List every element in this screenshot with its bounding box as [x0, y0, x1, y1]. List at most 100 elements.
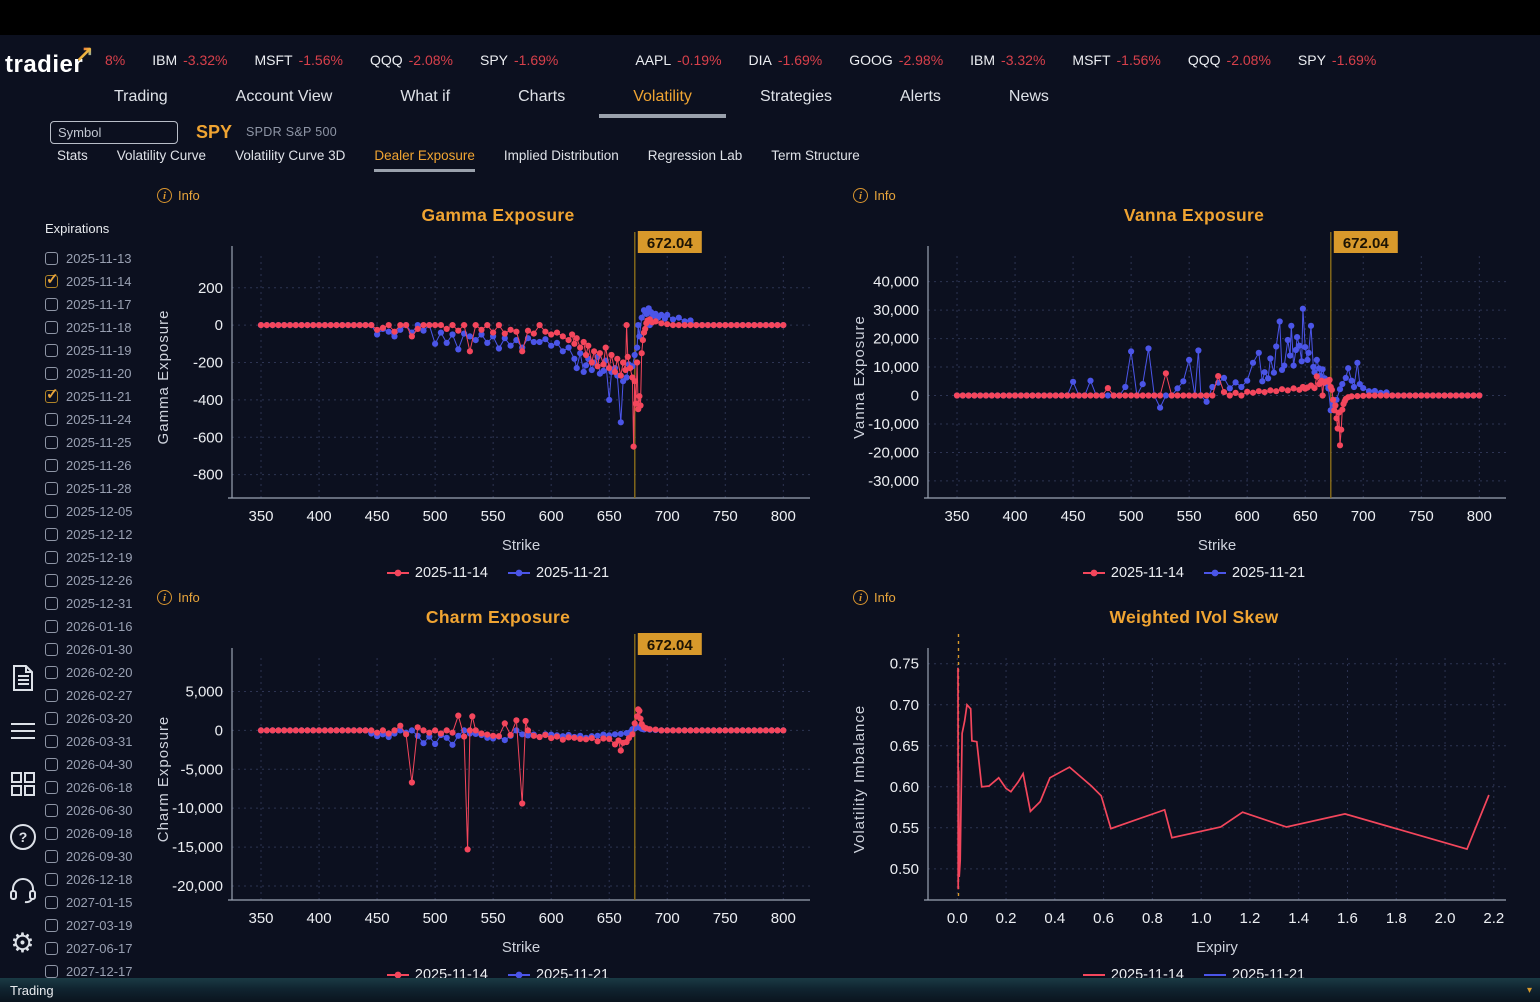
subtab-volatility-curve-3d[interactable]: Volatility Curve 3D — [235, 148, 346, 163]
subtab-dealer-exposure[interactable]: Dealer Exposure — [374, 148, 475, 172]
expiration-checkbox[interactable] — [45, 597, 58, 610]
expiration-checkbox[interactable] — [45, 850, 58, 863]
vanna-chart[interactable]: 350 400 450 500 550 600 650 700 750 800 40,000 30,0… — [848, 228, 1518, 560]
legend-marker-icon — [386, 569, 409, 576]
expiration-checkbox[interactable] — [45, 413, 58, 426]
svg-text:700: 700 — [1351, 508, 1376, 525]
settings-icon[interactable]: ⚙ — [8, 928, 38, 958]
gamma-info-button[interactable]: i Info — [157, 188, 200, 203]
expiration-checkbox[interactable] — [45, 505, 58, 518]
expiration-checkbox[interactable] — [45, 298, 58, 311]
svg-text:0.0: 0.0 — [947, 910, 968, 927]
ticker-symbol: MSFT — [1072, 52, 1111, 68]
expiration-checkbox[interactable] — [45, 620, 58, 633]
expiration-checkbox[interactable] — [45, 804, 58, 817]
expiration-date: 2025-11-26 — [66, 458, 132, 473]
nav-item-alerts[interactable]: Alerts — [899, 88, 941, 105]
expiration-date: 2025-12-12 — [66, 527, 133, 542]
vanna-info-button[interactable]: i Info — [853, 188, 896, 203]
chart-panel-skew: i Info Weighted IVol Skew 0.0 0.2 0.4 0.6 0.… — [844, 580, 1540, 978]
nav-item-trading[interactable]: Trading — [114, 88, 168, 105]
expiration-date: 2027-01-15 — [66, 895, 133, 910]
current-symbol: SPY — [196, 121, 233, 142]
status-caret-icon[interactable]: ▾ — [1526, 984, 1532, 996]
subtab-implied-distribution[interactable]: Implied Distribution — [503, 148, 619, 163]
info-label: Info — [874, 590, 896, 605]
nav-item-charts[interactable]: Charts — [518, 88, 566, 105]
expiration-checkbox[interactable] — [45, 781, 58, 794]
expiration-row: 2026-09-18 — [45, 822, 148, 845]
expiration-checkbox[interactable] — [45, 666, 58, 679]
nav-item-what-if[interactable]: What if — [400, 88, 451, 105]
expiration-date: 2025-11-14 — [66, 274, 132, 289]
help-icon[interactable]: ? — [8, 822, 38, 852]
nav-item-volatility[interactable]: Volatility — [599, 85, 726, 118]
ticker-item: SPY -1.69% — [480, 52, 558, 68]
expiration-checkbox[interactable] — [45, 321, 58, 334]
expiration-checkbox[interactable] — [45, 689, 58, 702]
subtab-volatility-curve[interactable]: Volatility Curve — [116, 148, 207, 163]
content-area: ? ⚙ Expirations 2025-11-132025-11-142025… — [0, 178, 1540, 978]
legend-item-2025-11-21[interactable]: 2025-11-21 — [508, 565, 609, 581]
svg-text:500: 500 — [423, 910, 448, 927]
svg-text:0.70: 0.70 — [890, 696, 919, 713]
expiration-checkbox[interactable] — [45, 758, 58, 771]
gamma-chart[interactable]: 350 400 450 500 550 600 650 700 750 800 200 0 -200 -4… — [152, 228, 822, 560]
expiration-checkbox[interactable] — [45, 482, 58, 495]
volatility-subtabs: Stats Volatility Curve Volatility Curve 3D… — [0, 148, 1540, 178]
expiration-checkbox[interactable] — [45, 712, 58, 725]
expiration-checkbox[interactable] — [45, 942, 58, 955]
subtab-regression-lab[interactable]: Regression Lab — [647, 148, 743, 163]
expiration-checkbox[interactable] — [45, 551, 58, 564]
svg-text:750: 750 — [713, 508, 738, 525]
expiration-checkbox[interactable] — [45, 528, 58, 541]
headset-icon[interactable] — [8, 875, 38, 905]
expiration-checkbox[interactable] — [45, 459, 58, 472]
legend-item-2025-11-21[interactable]: 2025-11-21 — [508, 967, 609, 978]
svg-text:600: 600 — [1235, 508, 1260, 525]
expiration-checkbox[interactable] — [45, 643, 58, 656]
grid-icon[interactable] — [8, 769, 38, 799]
legend-item-2025-11-21[interactable]: 2025-11-21 — [1204, 565, 1305, 581]
expiration-checkbox[interactable] — [45, 252, 58, 265]
expiration-checkbox[interactable] — [45, 735, 58, 748]
nav-item-news[interactable]: News — [1008, 88, 1049, 105]
subtab-stats[interactable]: Stats — [57, 148, 88, 163]
expiration-checkbox[interactable] — [45, 270, 59, 288]
info-label: Info — [874, 188, 896, 203]
legend-item-2025-11-21[interactable]: 2025-11-21 — [1204, 967, 1305, 978]
svg-text:672.04: 672.04 — [1343, 235, 1390, 252]
expiration-checkbox[interactable] — [45, 965, 58, 978]
expiration-checkbox[interactable] — [45, 919, 58, 932]
document-icon[interactable] — [8, 663, 38, 693]
expiration-checkbox[interactable] — [45, 436, 58, 449]
ticker-change: -1.56% — [1116, 52, 1161, 68]
expiration-checkbox[interactable] — [45, 367, 58, 380]
expiration-row: 2026-01-16 — [45, 615, 148, 638]
legend-item-2025-11-14[interactable]: 2025-11-14 — [1082, 565, 1184, 581]
expiration-checkbox[interactable] — [45, 827, 58, 840]
expiration-row: 2027-01-15 — [45, 891, 148, 914]
charm-info-button[interactable]: i Info — [157, 590, 200, 605]
legend-marker-icon — [508, 971, 530, 978]
skew-info-button[interactable]: i Info — [853, 590, 896, 605]
skew-chart[interactable]: 0.0 0.2 0.4 0.6 0.8 1.0 1.2 1.4 1.6 1.8 2.0 2.2 0.75… — [848, 630, 1518, 962]
svg-text:650: 650 — [1293, 508, 1318, 525]
legend-item-2025-11-14[interactable]: 2025-11-14 — [1082, 967, 1184, 978]
expiration-checkbox[interactable] — [45, 896, 58, 909]
legend-item-2025-11-14[interactable]: 2025-11-14 — [386, 565, 488, 581]
charm-chart[interactable]: 350 400 450 500 550 600 650 700 750 800 5,000 0 -5,0… — [152, 630, 822, 962]
expiration-checkbox[interactable] — [45, 385, 59, 403]
expiration-checkbox[interactable] — [45, 574, 58, 587]
gamma-chart-title: Gamma Exposure — [421, 204, 575, 225]
nav-item-strategies[interactable]: Strategies — [759, 88, 832, 105]
legend-item-2025-11-14[interactable]: 2025-11-14 — [386, 967, 488, 978]
expiration-checkbox[interactable] — [45, 873, 58, 886]
expiration-checkbox[interactable] — [45, 344, 58, 357]
subtab-term-structure[interactable]: Term Structure — [771, 148, 860, 163]
svg-text:-600: -600 — [193, 429, 223, 446]
symbol-input[interactable] — [50, 120, 178, 144]
menu-icon[interactable] — [8, 716, 38, 746]
nav-item-account-view[interactable]: Account View — [235, 88, 333, 105]
